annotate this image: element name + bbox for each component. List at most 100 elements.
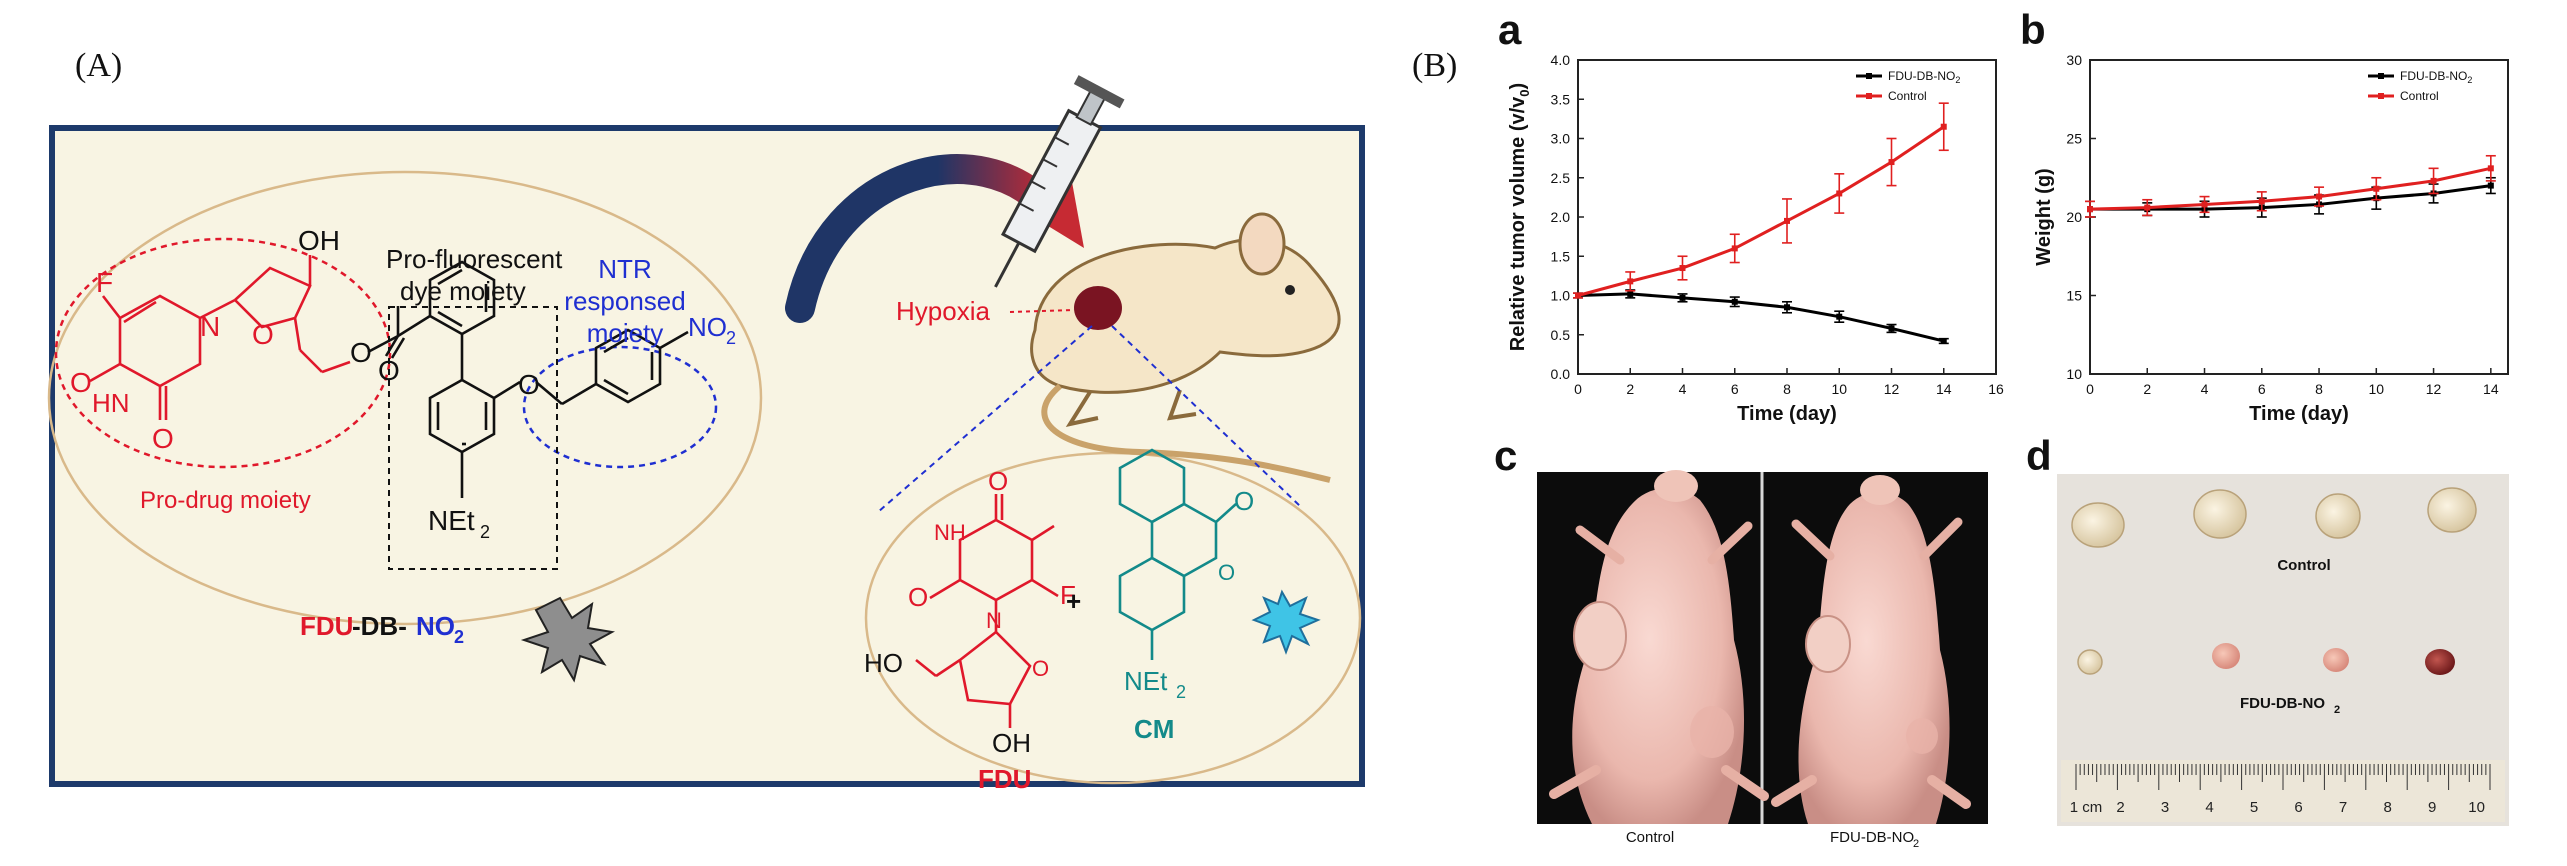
ruler-label: 2	[2116, 799, 2124, 816]
ruler-label: 4	[2205, 799, 2213, 816]
svg-text:FDU-DB-NO: FDU-DB-NO	[1830, 829, 1914, 846]
svg-text:2: 2	[1913, 838, 1919, 850]
dye-label-line1: Pro-fluorescent	[386, 244, 563, 274]
tumor-control-2	[2193, 489, 2247, 539]
x-tick-label: 6	[2258, 381, 2266, 397]
data-point	[2373, 185, 2380, 192]
dye-label-line2: dye moiety	[400, 276, 526, 306]
photo-c-left-caption: Control	[1626, 829, 1674, 846]
data-point	[1679, 294, 1686, 301]
syringe-icon	[994, 75, 1125, 288]
y-tick-label: 3.5	[1551, 91, 1571, 107]
data-point	[2144, 204, 2151, 211]
data-point	[1888, 159, 1895, 166]
atom-hn: HN	[92, 388, 130, 418]
y-tick-label: 25	[2066, 131, 2082, 147]
legend-label: Control	[1888, 89, 1927, 103]
x-tick-label: 6	[1731, 381, 1739, 397]
x-tick-label: 12	[2426, 381, 2442, 397]
y-tick-label: 1.5	[1551, 248, 1571, 264]
photo-d: d Control FDU-DB-NO 2 1 cm 2 3 4 5 6 7 8 9 10	[2026, 432, 2509, 826]
product-cm-label: CM	[1134, 714, 1174, 744]
ruler-label: 3	[2161, 799, 2169, 816]
data-point	[2487, 165, 2494, 172]
fdu-atom-oh: OH	[992, 728, 1031, 758]
x-tick-label: 16	[1988, 381, 2004, 397]
photo-d-row1-label: Control	[2277, 557, 2330, 574]
svg-text:FDU-DB-NO: FDU-DB-NO	[2240, 695, 2325, 712]
quenched-star-icon	[520, 596, 616, 683]
chart-b: b 0 2 4 6 8 10 12 14 10 15 20 25 30 Time (day) Weight …	[2020, 6, 2509, 425]
ruler-label: 9	[2428, 799, 2436, 816]
tumor-control-1	[2071, 502, 2125, 548]
ruler-label: 10	[2468, 799, 2485, 816]
x-tick-label: 4	[2201, 381, 2209, 397]
x-tick-label: 0	[1574, 381, 1582, 397]
svg-text:2: 2	[726, 328, 736, 348]
ruler-label: 1 cm	[2070, 799, 2103, 816]
y-tick-label: 3.0	[1551, 131, 1571, 147]
panel-b-label: (B)	[1412, 47, 1457, 84]
svg-text:NEt: NEt	[428, 505, 475, 536]
fdu-atom-o-left: O	[908, 582, 928, 612]
data-point	[1836, 190, 1843, 197]
photo-c-right-caption: FDU-DB-NO 2	[1830, 829, 1919, 850]
fdu-atom-f: F	[1060, 580, 1076, 610]
product-fdu-label: FDU	[978, 764, 1031, 794]
hypoxia-label: Hypoxia	[896, 296, 990, 326]
data-point	[1679, 265, 1686, 272]
prodrug-structure	[89, 255, 689, 498]
x-tick-label: 2	[2143, 381, 2151, 397]
data-point	[2258, 198, 2265, 205]
svg-text:NO: NO	[688, 312, 727, 342]
data-point	[1784, 217, 1790, 224]
data-point	[2487, 182, 2494, 189]
y-axis-label: Weight (g)	[2033, 168, 2055, 265]
tumor-hypoxia-icon	[1074, 286, 1122, 330]
x-tick-label: 14	[2483, 381, 2499, 397]
ruler-label: 5	[2250, 799, 2258, 816]
y-axis-label: Relative tumor volume (v/v0)	[1507, 83, 1532, 351]
chart-a-letter: a	[1498, 6, 1522, 53]
ntr-label-line2: responsed	[564, 286, 685, 316]
cm-atom-o-carbonyl: O	[1234, 486, 1254, 516]
fdu-atom-ho: HO	[864, 648, 903, 678]
ruler-label: 7	[2339, 799, 2347, 816]
svg-text:NO: NO	[416, 611, 455, 641]
atom-o-sugar: O	[252, 319, 274, 350]
atom-net2: NEt 2	[428, 505, 490, 542]
x-tick-label: 2	[1626, 381, 1634, 397]
ntr-oval	[522, 345, 718, 469]
panel-a-label: (A)	[75, 47, 122, 84]
x-tick-label: 10	[1831, 381, 1847, 397]
atom-o-left: O	[70, 367, 92, 398]
svg-text:NEt: NEt	[1124, 666, 1168, 696]
photo-c-letter: c	[1494, 432, 1517, 479]
x-tick-label: 12	[1884, 381, 1900, 397]
atom-n-uracil: N	[200, 311, 220, 342]
series-line	[1577, 125, 1945, 297]
y-tick-label: 2.5	[1551, 170, 1571, 186]
svg-text:2: 2	[2334, 704, 2340, 716]
cm-atom-net2: NEt 2	[1124, 666, 1186, 702]
svg-text:2: 2	[1176, 682, 1186, 702]
data-point	[1836, 313, 1843, 320]
y-tick-label: 30	[2066, 52, 2082, 68]
x-tick-label: 4	[1679, 381, 1687, 397]
photo-d-row2-label: FDU-DB-NO 2	[2240, 695, 2340, 716]
x-axis-label: Time (day)	[2249, 403, 2349, 425]
series-line	[2089, 166, 2492, 211]
legend-marker	[2378, 93, 2384, 99]
ntr-label-line1: NTR	[598, 254, 651, 284]
atom-f: F	[96, 267, 113, 298]
tumor-treated-3	[2323, 648, 2349, 672]
x-tick-label: 8	[1783, 381, 1791, 397]
data-point	[2087, 206, 2093, 213]
svg-text:2: 2	[480, 522, 490, 542]
fdu-atom-o-top: O	[988, 466, 1008, 496]
photo-d-letter: d	[2026, 432, 2052, 479]
data-point	[2430, 177, 2437, 184]
ruler-ticks	[2075, 764, 2491, 790]
tumor-treated-2	[2212, 643, 2240, 669]
prodrug-label: Pro-drug moiety	[140, 487, 311, 514]
